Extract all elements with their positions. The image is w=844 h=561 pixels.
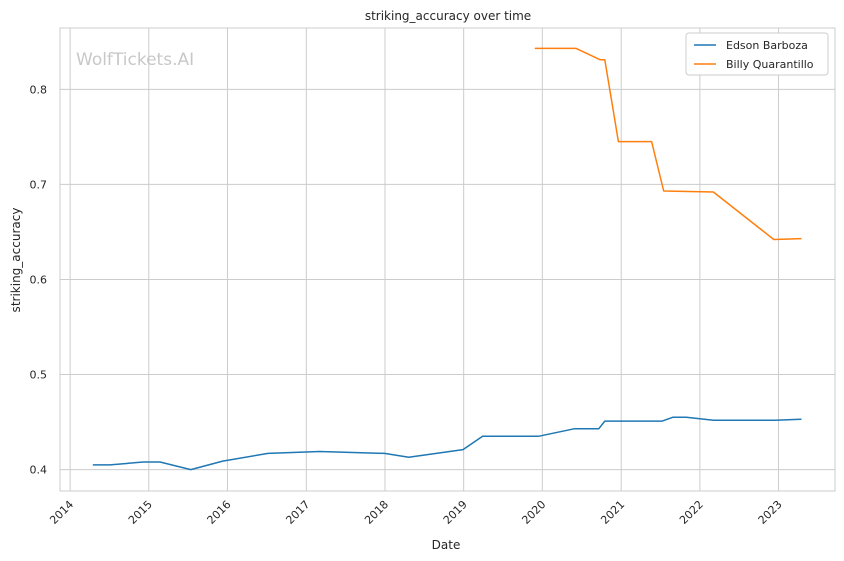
legend: Edson Barboza Billy Quarantillo — [686, 33, 828, 75]
y-tick-label: 0.7 — [30, 178, 48, 191]
legend-label: Edson Barboza — [726, 39, 808, 52]
y-tick-label: 0.5 — [30, 369, 48, 382]
watermark: WolfTickets.AI — [76, 50, 194, 70]
y-tick-label: 0.6 — [30, 273, 48, 286]
chart-title: striking_accuracy over time — [365, 9, 531, 23]
y-tick-label: 0.4 — [30, 464, 48, 477]
y-axis-label: striking_accuracy — [9, 208, 23, 313]
legend-label: Billy Quarantillo — [726, 58, 814, 71]
y-tick-label: 0.8 — [30, 83, 48, 96]
x-axis-label: Date — [432, 538, 461, 552]
